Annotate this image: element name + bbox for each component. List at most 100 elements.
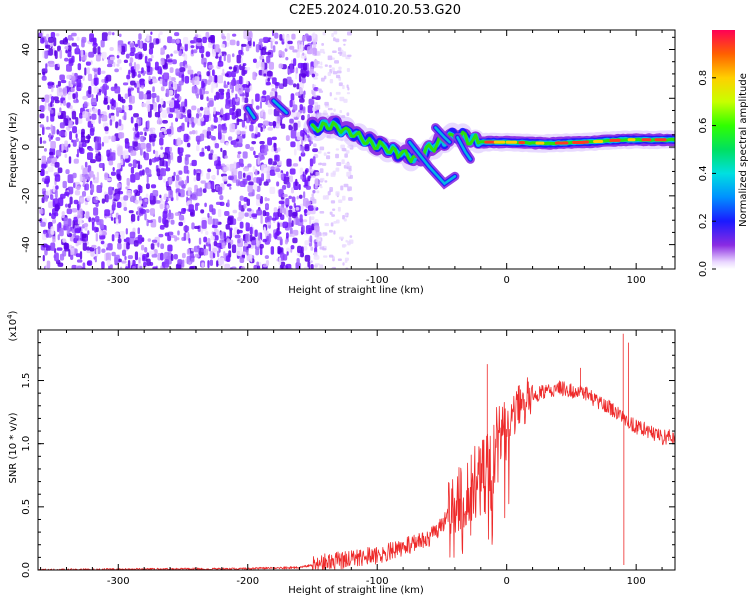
- spectrogram-cell: [259, 232, 263, 241]
- spectrogram-cell: [224, 73, 229, 77]
- spectrogram-cell: [129, 52, 135, 57]
- spectrogram-cell: [226, 183, 232, 187]
- spectrogram-cell: [225, 103, 231, 109]
- spectrogram-cell: [229, 108, 235, 116]
- spectrogram-cell: [209, 135, 213, 139]
- spectrogram-cell: [310, 168, 314, 174]
- spectrogram-cell: [270, 40, 273, 49]
- spectrogram-cell: [170, 152, 174, 161]
- spectrogram-cell: [153, 249, 158, 255]
- spectrogram-cell: [133, 189, 137, 194]
- spectrogram-cell: [251, 99, 254, 106]
- spectrogram-cell: [219, 201, 225, 207]
- spectrogram-cell: [137, 184, 142, 191]
- spectrogram-cell: [53, 96, 59, 101]
- spectrogram-cell: [42, 254, 45, 262]
- spectrogram-cell: [107, 243, 113, 251]
- spectrogram-cell: [170, 77, 176, 81]
- spectrogram-cell: [286, 181, 291, 189]
- spectrogram-cell: [110, 152, 116, 161]
- x-tick-label: -300: [107, 275, 130, 286]
- spectrogram-cell: [195, 130, 198, 135]
- spectrogram-cell: [74, 228, 81, 234]
- spectrogram-cell: [198, 112, 202, 117]
- spectrogram-cell: [92, 42, 98, 48]
- spectrogram-cell: [92, 46, 97, 54]
- spectrogram-cell: [314, 241, 318, 248]
- spectrogram-cell: [288, 79, 294, 86]
- spectrogram-cell: [44, 249, 48, 256]
- snr-x-axis: -300 -200 -100 0 100: [40, 330, 663, 587]
- spectrogram-cell: [135, 64, 139, 73]
- spectrogram-cell: [191, 222, 195, 230]
- spectrogram-cell: [95, 149, 99, 153]
- spectrogram-cell: [45, 232, 49, 238]
- spectrogram-cell: [288, 195, 293, 200]
- spectrogram-cell: [231, 89, 234, 93]
- spectrogram-cell: [128, 210, 134, 214]
- spectrogram-cell: [244, 125, 248, 130]
- spectrogram-cell: [50, 114, 55, 122]
- spectrogram-cell: [236, 108, 242, 117]
- spectrogram-cell: [295, 178, 298, 186]
- spectrogram-cell: [235, 138, 240, 142]
- spectrogram-cell: [295, 67, 299, 74]
- spectrogram-cell: [164, 259, 170, 268]
- spectrogram-cell: [268, 158, 273, 165]
- spectrogram-cell: [305, 185, 311, 190]
- spectrogram-cell: [270, 83, 275, 87]
- spectrogram-cell: [160, 98, 164, 105]
- spectrogram-cell: [177, 259, 183, 265]
- spectrogram-cell: [206, 96, 209, 102]
- spectrogram-cell: [325, 172, 329, 177]
- spectrogram-cell: [81, 190, 87, 197]
- spectrogram-cell: [294, 92, 301, 96]
- spectrogram-cell: [291, 110, 297, 118]
- spectrogram-cell: [50, 141, 56, 149]
- tone-peak: [554, 141, 569, 145]
- spectrogram-cell: [137, 234, 143, 244]
- spectrogram-cell: [343, 98, 348, 103]
- spectrogram-cell: [129, 43, 135, 48]
- spectrogram-cell: [260, 215, 263, 224]
- spectrogram-cell: [45, 44, 51, 49]
- spectrogram-cell: [303, 209, 308, 214]
- spectrogram-cell: [76, 186, 81, 191]
- spectrogram-cell: [245, 87, 251, 93]
- spectrogram-cell: [210, 180, 215, 190]
- spectrogram-cell: [163, 195, 167, 200]
- spectrogram-cell: [144, 80, 147, 85]
- spectrogram-cell: [159, 203, 164, 210]
- spectrogram-cell: [261, 47, 267, 56]
- spectrogram-cell: [217, 131, 222, 140]
- spectrogram-cell: [330, 222, 334, 227]
- spectrogram-cell: [82, 111, 89, 118]
- spectrogram-cell: [320, 186, 323, 189]
- spectrogram-cell: [151, 92, 157, 98]
- spectrogram-cell: [217, 124, 222, 133]
- spectrogram-cell: [288, 233, 295, 238]
- spectrogram-cell: [149, 208, 155, 216]
- spectrogram-cell: [168, 177, 172, 186]
- spectrogram-cell: [166, 128, 172, 135]
- spectrogram-cell: [76, 148, 80, 158]
- spectrogram-cell: [206, 172, 210, 180]
- snr-y-label: SNR (10 * v/v): [8, 412, 19, 483]
- spectrogram-cell: [146, 143, 152, 153]
- spectrogram-cell: [218, 92, 224, 100]
- spectrogram-cell: [319, 210, 325, 214]
- spectrogram-cell: [119, 230, 125, 240]
- spectrogram-cell: [252, 71, 257, 81]
- spectrogram-cell: [214, 75, 218, 84]
- spectrogram-cell: [307, 104, 314, 114]
- spectrogram-cell: [176, 110, 181, 119]
- snr-y-axis: 0.0 0.5 1.0 1.5: [21, 342, 675, 578]
- spectrogram-cell: [188, 188, 191, 196]
- spectrogram-cell: [191, 121, 195, 128]
- spectrogram-cell: [101, 198, 105, 204]
- spectrogram-cell: [175, 237, 180, 241]
- spectrogram-cell: [330, 172, 336, 177]
- spectrogram-cell: [242, 178, 248, 185]
- spectrogram-cell: [57, 80, 61, 87]
- spectrogram-cell: [298, 183, 301, 191]
